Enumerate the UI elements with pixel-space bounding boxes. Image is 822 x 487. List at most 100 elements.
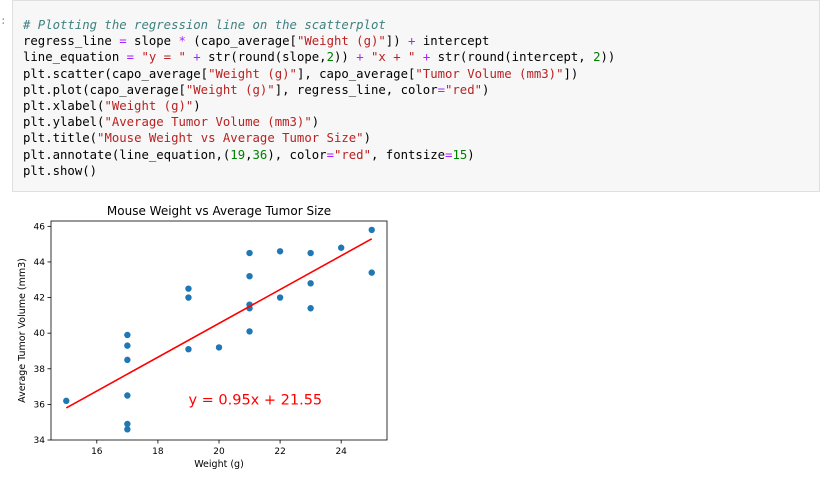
code-cell[interactable]: # Plotting the regression line on the sc… <box>12 0 820 192</box>
scatter-chart: Mouse Weight vs Average Tumor Size 16 18 20… <box>17 204 388 470</box>
code-token: ), color <box>267 147 327 162</box>
code-token: # Plotting the regression line on the sc… <box>23 18 386 32</box>
code-token: + <box>193 50 201 65</box>
data-point <box>307 249 314 257</box>
y-tick-label: 36 <box>34 400 46 410</box>
data-point <box>307 305 314 312</box>
code-token: plt.annotate(line_equation,( <box>23 147 231 162</box>
x-tick-label: 16 <box>91 447 103 457</box>
code-token: ) <box>467 147 475 162</box>
data-point <box>63 397 70 405</box>
code-token: plt.ylabel( <box>23 115 105 130</box>
code-token: plt.show() <box>23 163 98 178</box>
data-point <box>185 285 192 292</box>
code-token: + <box>356 50 364 65</box>
x-tick-label: 18 <box>152 447 164 457</box>
data-point <box>124 426 131 433</box>
code-token: slope <box>126 34 179 49</box>
code-token: 2 <box>593 50 601 65</box>
code-line: plt.xlabel("Weight (g)") <box>23 98 615 114</box>
code-line: regress_line = slope * (capo_average["We… <box>23 33 615 49</box>
code-token: , fontsize <box>371 147 446 162</box>
code-token: intercept <box>415 34 490 49</box>
code-token: ], regress_line, color <box>274 82 438 97</box>
data-point <box>124 356 131 364</box>
code-token: "Tumor Volume (mm3)" <box>415 66 564 81</box>
code-token: ]) <box>563 66 579 81</box>
cell-output: Mouse Weight vs Average Tumor Size 16 18 20… <box>0 195 822 483</box>
cell-prompt-marker: : <box>0 14 7 27</box>
code-token: ) <box>193 99 201 114</box>
data-point <box>215 344 223 351</box>
data-point <box>124 420 131 428</box>
chart-title: Mouse Weight vs Average Tumor Size <box>107 204 331 218</box>
code-token: "y = " <box>141 50 186 65</box>
y-tick-label: 46 <box>34 222 46 232</box>
data-point <box>124 342 131 349</box>
code-token: 2 <box>326 50 334 65</box>
code-token <box>415 50 422 64</box>
code-line: plt.title("Mouse Weight vs Average Tumor… <box>23 130 615 146</box>
data-point <box>124 392 131 399</box>
code-token: "Weight (g)" <box>185 82 275 97</box>
code-token: + <box>408 34 416 49</box>
y-tick-label: 44 <box>34 258 46 268</box>
y-tick-label: 38 <box>34 365 46 375</box>
data-point <box>246 328 253 335</box>
code-token: ]) <box>385 34 409 49</box>
code-token: 15 <box>452 147 468 162</box>
code-token: (capo_average[ <box>185 34 297 49</box>
code-line: plt.ylabel("Average Tumor Volume (mm3)") <box>23 114 615 130</box>
code-token: plt.xlabel( <box>23 99 105 114</box>
code-token: "Average Tumor Volume (mm3)" <box>104 115 312 130</box>
data-point <box>246 249 253 257</box>
data-point <box>307 280 314 287</box>
code-token: "Weight (g)" <box>296 34 386 49</box>
code-token <box>364 50 371 64</box>
code-line: line_equation = "y = " + str(round(slope… <box>23 49 615 65</box>
code-token: = <box>326 147 334 162</box>
data-point <box>276 294 284 301</box>
code-token: , <box>245 147 253 162</box>
code-token: ], capo_average[ <box>296 66 416 81</box>
code-token: "Mouse Weight vs Average Tumor Size" <box>97 131 364 146</box>
code-line: plt.scatter(capo_average["Weight (g)"], … <box>23 66 615 82</box>
data-point <box>185 345 192 353</box>
x-tick-label: 20 <box>213 447 225 457</box>
regression-equation-annotation: y = 0.95x + 21.55 <box>188 392 322 408</box>
regression-line <box>65 238 373 409</box>
code-token: "red" <box>333 147 371 162</box>
code-token: ) <box>482 82 490 97</box>
x-tick-label: 22 <box>274 447 285 457</box>
code-token: = <box>119 34 127 49</box>
code-line: plt.plot(capo_average["Weight (g)"], reg… <box>23 82 615 98</box>
y-axis-label: Average Tumor Volume (mm3) <box>17 258 28 403</box>
code-editor[interactable]: # Plotting the regression line on the sc… <box>23 17 615 179</box>
x-tick-label: 24 <box>335 447 347 457</box>
code-token: "Weight (g)" <box>208 66 297 81</box>
code-token: line_equation <box>23 50 127 65</box>
data-point <box>368 269 375 276</box>
code-token: 36 <box>252 147 268 162</box>
y-tick-label: 34 <box>34 436 46 446</box>
data-point <box>276 248 284 255</box>
code-token: = <box>126 50 135 65</box>
data-point <box>246 272 253 280</box>
code-token: * <box>178 34 186 49</box>
code-line: plt.show() <box>23 163 615 179</box>
code-line: plt.annotate(line_equation,(19,36), colo… <box>23 147 615 163</box>
code-token: )) <box>600 50 616 65</box>
code-token: + <box>422 50 431 65</box>
data-point <box>337 244 345 251</box>
code-token: str(round(slope, <box>200 50 327 65</box>
code-token: "Weight (g)" <box>104 99 194 114</box>
code-token: plt.title( <box>23 131 98 146</box>
code-line: # Plotting the regression line on the sc… <box>23 17 615 33</box>
y-tick-label: 40 <box>34 329 46 339</box>
code-token: "x + " <box>371 50 416 65</box>
code-token: ) <box>311 115 320 130</box>
code-token: plt.plot(capo_average[ <box>23 82 186 97</box>
y-tick-label: 42 <box>34 294 45 304</box>
code-token: str(round(intercept, <box>430 50 594 65</box>
code-token: = <box>437 82 445 97</box>
